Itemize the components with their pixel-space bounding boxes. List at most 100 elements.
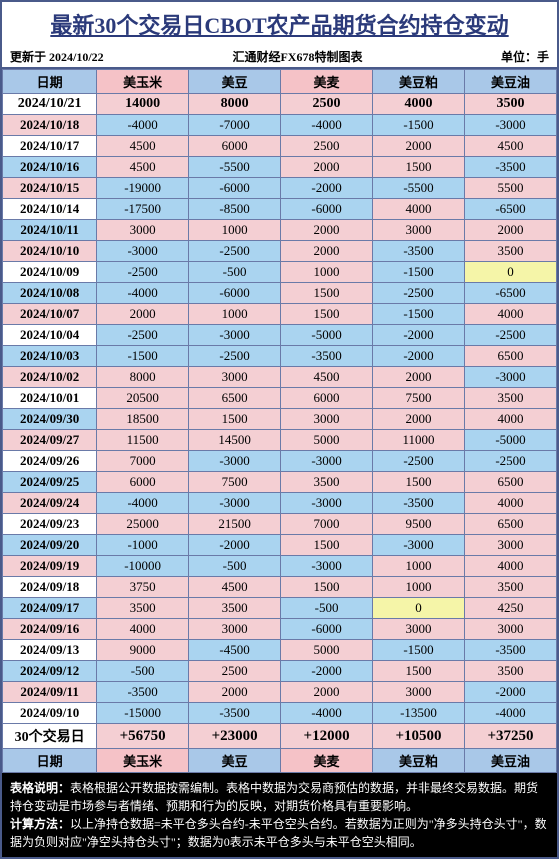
header-col-3: 美豆粕 <box>373 70 465 94</box>
value-cell: -2500 <box>464 325 556 346</box>
value-cell: -1500 <box>373 640 465 661</box>
date-cell: 2024/09/27 <box>3 430 97 451</box>
value-cell: 9500 <box>373 514 465 535</box>
value-cell: -3500 <box>373 493 465 514</box>
value-cell: 0 <box>373 598 465 619</box>
value-cell: 11000 <box>373 430 465 451</box>
value-cell: -19000 <box>97 178 189 199</box>
date-cell: 2024/09/11 <box>3 682 97 703</box>
value-cell: 1500 <box>373 661 465 682</box>
value-cell: -3500 <box>464 640 556 661</box>
value-cell: 3500 <box>281 472 373 493</box>
value-cell: -2500 <box>189 241 281 262</box>
value-cell: 1500 <box>281 577 373 598</box>
date-cell: 2024/09/12 <box>3 661 97 682</box>
value-cell: -1500 <box>373 115 465 136</box>
meta-row: 更新于 2024/10/22 汇通财经FX678特制图表 单位：手 <box>2 46 557 69</box>
table-title: 最新30个交易日CBOT农产品期货合约持仓变动 <box>50 13 508 38</box>
value-cell: 3000 <box>281 409 373 430</box>
value-cell: 4500 <box>189 577 281 598</box>
footer-col-4: 美豆油 <box>464 749 556 773</box>
value-cell: -500 <box>97 661 189 682</box>
date-cell: 2024/09/24 <box>3 493 97 514</box>
value-cell: 2000 <box>373 367 465 388</box>
value-cell: 1000 <box>189 220 281 241</box>
value-cell: -6500 <box>464 199 556 220</box>
value-cell: 9000 <box>97 640 189 661</box>
value-cell: 6000 <box>281 388 373 409</box>
value-cell: 6500 <box>464 472 556 493</box>
value-cell: -3000 <box>189 493 281 514</box>
value-cell: -8500 <box>189 199 281 220</box>
value-cell: -2500 <box>373 283 465 304</box>
value-cell: -6500 <box>464 283 556 304</box>
header-col-0: 美玉米 <box>97 70 189 94</box>
value-cell: -1500 <box>373 262 465 283</box>
header-col-2: 美麦 <box>281 70 373 94</box>
value-cell: 4000 <box>464 304 556 325</box>
date-cell: 2024/09/20 <box>3 535 97 556</box>
value-cell: 3000 <box>464 619 556 640</box>
value-cell: 7000 <box>97 451 189 472</box>
footer-date: 日期 <box>3 749 97 773</box>
date-cell: 2024/10/09 <box>3 262 97 283</box>
value-cell: -2000 <box>189 535 281 556</box>
date-cell: 2024/09/18 <box>3 577 97 598</box>
header-date: 日期 <box>3 70 97 94</box>
value-cell: -3000 <box>464 115 556 136</box>
date-cell: 2024/09/30 <box>3 409 97 430</box>
value-cell: -2500 <box>189 346 281 367</box>
value-cell: 7000 <box>281 514 373 535</box>
data-table: 日期美玉米美豆美麦美豆粕美豆油 2024/10/2114000800025004… <box>2 69 557 773</box>
value-cell: 11500 <box>97 430 189 451</box>
value-cell: -5000 <box>464 430 556 451</box>
value-cell: 20500 <box>97 388 189 409</box>
value-cell: 3500 <box>97 598 189 619</box>
date-cell: 2024/10/17 <box>3 136 97 157</box>
value-cell: -3500 <box>373 241 465 262</box>
date-cell: 2024/09/23 <box>3 514 97 535</box>
title-row: 最新30个交易日CBOT农产品期货合约持仓变动 <box>2 2 557 46</box>
value-cell: -3000 <box>464 367 556 388</box>
value-cell: -3000 <box>189 325 281 346</box>
notes-line-2: 计算方法：以上净持仓数据=未平仓多头合约-未平仓空头合约。若数据为正则为"净多头… <box>10 815 549 851</box>
value-cell: -4000 <box>97 493 189 514</box>
value-cell: 14500 <box>189 430 281 451</box>
value-cell: -6000 <box>189 178 281 199</box>
date-cell: 2024/10/01 <box>3 388 97 409</box>
value-cell: -3500 <box>97 682 189 703</box>
value-cell: 6000 <box>189 136 281 157</box>
date-cell: 2024/10/10 <box>3 241 97 262</box>
value-cell: 0 <box>464 262 556 283</box>
value-cell: 1500 <box>189 409 281 430</box>
date-cell: 2024/09/25 <box>3 472 97 493</box>
value-cell: -2000 <box>373 325 465 346</box>
value-cell: 3000 <box>373 682 465 703</box>
value-cell: -2000 <box>281 178 373 199</box>
value-cell: 1000 <box>373 556 465 577</box>
value-cell: -3000 <box>281 451 373 472</box>
value-cell: -3000 <box>281 493 373 514</box>
value-cell: 6000 <box>97 472 189 493</box>
header-col-1: 美豆 <box>189 70 281 94</box>
date-cell: 2024/10/21 <box>3 94 97 115</box>
value-cell: 25000 <box>97 514 189 535</box>
value-cell: 3500 <box>464 388 556 409</box>
date-cell: 2024/10/02 <box>3 367 97 388</box>
value-cell: 4000 <box>373 199 465 220</box>
value-cell: 3750 <box>97 577 189 598</box>
footer-col-3: 美豆粕 <box>373 749 465 773</box>
value-cell: 1500 <box>373 472 465 493</box>
value-cell: -15000 <box>97 703 189 724</box>
meta-source: 汇通财经FX678特制图表 <box>190 48 406 65</box>
date-cell: 2024/10/18 <box>3 115 97 136</box>
value-cell: 4250 <box>464 598 556 619</box>
value-cell: 2000 <box>189 682 281 703</box>
value-cell: 2500 <box>281 94 373 115</box>
value-cell: 3000 <box>189 619 281 640</box>
value-cell: -4000 <box>281 703 373 724</box>
value-cell: 14000 <box>97 94 189 115</box>
notes-line-1: 表格说明：表格根据公开数据按需编制。表格中数据为交易商预估的数据，并非最终交易数… <box>10 779 549 815</box>
meta-updated: 更新于 2024/10/22 <box>10 48 190 65</box>
value-cell: -1000 <box>97 535 189 556</box>
